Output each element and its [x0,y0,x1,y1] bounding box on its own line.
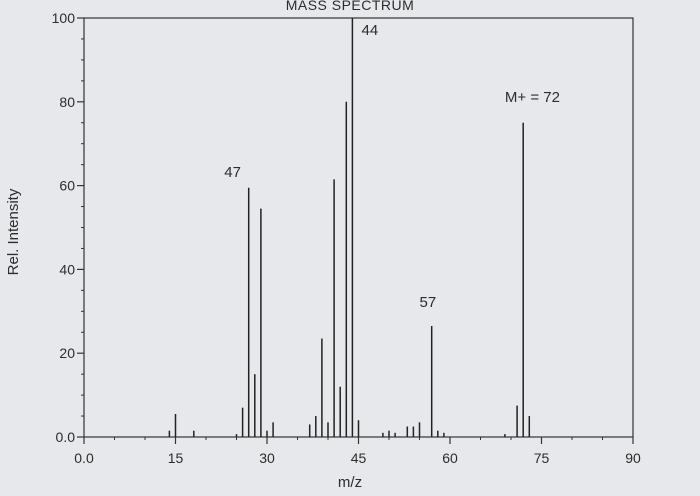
y-axis-label: Rel. Intensity [5,188,22,275]
plot-frame [83,17,634,438]
x-axis: 0.0 15 30 45 60 75 90 [74,437,641,466]
peak-annotations: 44 47 57 M+ = 72 [224,22,560,311]
y-axis: 0.0 20 40 60 80 100 [52,10,84,445]
x-tick-label: 75 [534,450,550,466]
x-tick-label: 90 [625,450,641,466]
peak-series [168,18,531,437]
y-tick-label: 100 [52,10,76,26]
x-tick-label: 15 [168,450,184,466]
x-tick-label: 60 [442,450,458,466]
y-tick-label: 0.0 [56,429,76,445]
x-tick-label: 30 [259,450,275,466]
peak-annotation: 57 [420,294,437,311]
peak-annotation: 44 [362,22,379,39]
x-tick-label: 0.0 [74,450,94,466]
peak-annotation: M+ = 72 [505,89,560,106]
x-tick-label: 45 [351,450,367,466]
y-tick-label: 80 [59,94,75,110]
x-axis-label: m/z [338,474,362,491]
y-tick-label: 40 [59,261,75,277]
y-tick-label: 20 [59,345,75,361]
chart-title: MASS SPECTRUM [286,0,415,13]
peak-annotation: 47 [224,164,241,181]
y-tick-label: 60 [59,178,75,194]
